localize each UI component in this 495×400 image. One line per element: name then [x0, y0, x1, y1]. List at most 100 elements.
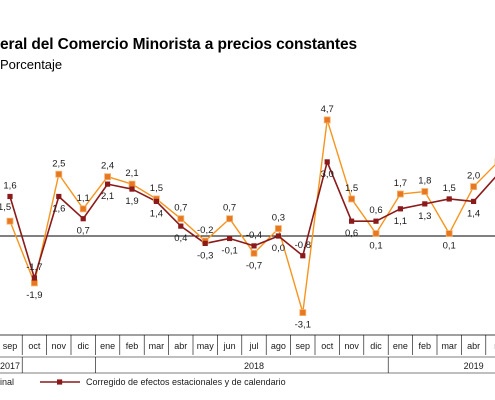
- x-tick-label: ene: [100, 341, 115, 351]
- series-corrected-point: [373, 218, 379, 224]
- series-original-point: [6, 217, 14, 225]
- series-original-point: [421, 188, 429, 195]
- series-corrected-point: [105, 181, 111, 187]
- series-corrected-point: [129, 186, 135, 192]
- series-original-point: [299, 309, 307, 316]
- data-label: 2,5: [52, 158, 65, 169]
- series-corrected-point: [7, 193, 13, 200]
- series-corrected-point: [251, 243, 257, 249]
- x-tick-label: oct: [321, 341, 334, 351]
- data-label: 1,9: [125, 196, 138, 207]
- year-label: 2017: [0, 361, 20, 371]
- data-label: 0,1: [443, 241, 456, 252]
- data-label: 2,1: [125, 168, 138, 179]
- series-corrected-point: [300, 253, 306, 259]
- chart-subtitle: Porcentaje: [0, 57, 63, 72]
- series-original-point: [226, 215, 234, 223]
- x-tick-label: dic: [370, 341, 382, 351]
- data-label: 1,5: [443, 183, 456, 194]
- data-label: 2,0: [467, 171, 480, 182]
- data-label: 1,4: [150, 208, 163, 219]
- data-label: 0,6: [369, 205, 382, 216]
- x-tick-label: feb: [126, 341, 139, 351]
- legend-label: Corregido de efectos estacionales y de c…: [86, 377, 286, 387]
- data-label: 0,7: [223, 203, 236, 214]
- data-label: 3,0: [321, 169, 334, 180]
- data-label: 1,7: [394, 178, 407, 189]
- x-tick-label: mar: [441, 341, 457, 351]
- x-tick-label: feb: [419, 341, 432, 351]
- data-label: -0,8: [295, 240, 311, 251]
- series-original-point: [323, 116, 331, 124]
- x-tick-label: may: [197, 341, 215, 351]
- data-label: -1,9: [26, 290, 42, 301]
- series-original-point: [470, 183, 478, 191]
- data-label: 0,3: [272, 213, 285, 224]
- legend-label: inal: [0, 377, 14, 387]
- series-corrected-point: [227, 235, 233, 242]
- x-tick-label: sep: [296, 341, 311, 351]
- series-original-point: [445, 230, 453, 237]
- series-corrected-point: [324, 159, 330, 165]
- series-corrected-point: [471, 198, 477, 205]
- series-original-point: [348, 195, 356, 203]
- series-original-point: [55, 170, 63, 178]
- series-corrected-point: [80, 216, 86, 222]
- data-label: 0,0: [272, 243, 285, 254]
- data-label: 1,4: [467, 208, 480, 219]
- series-original-point: [177, 215, 185, 223]
- chart-title: eral del Comercio Minorista a precios co…: [0, 36, 357, 53]
- data-label-edge: 1,5: [0, 202, 11, 213]
- series-corrected-point: [446, 196, 452, 202]
- series-corrected-point: [397, 206, 403, 212]
- data-label: -0,7: [246, 260, 262, 271]
- series-corrected-point: [202, 240, 208, 247]
- series-original-point: [372, 230, 380, 237]
- x-tick-label: nov: [344, 341, 359, 351]
- data-label: 1,6: [3, 180, 16, 191]
- x-tick-label: mar: [149, 341, 165, 351]
- data-label: 0,7: [77, 226, 90, 237]
- x-tick-label: dic: [77, 341, 89, 351]
- legend-swatch-marker: [57, 379, 63, 385]
- year-label: 2019: [464, 361, 484, 371]
- series-corrected-point: [422, 201, 428, 207]
- series-corrected-point: [349, 218, 355, 224]
- series-original-point: [79, 205, 87, 213]
- data-label: 1,8: [418, 176, 431, 187]
- series-corrected-point: [56, 193, 62, 200]
- series-corrected-point: [275, 233, 281, 239]
- series-original-point: [274, 225, 282, 232]
- data-label: 1,5: [345, 183, 358, 194]
- x-tick-label: abr: [467, 341, 480, 351]
- x-tick-label: oct: [28, 341, 41, 351]
- data-label: 4,7: [321, 104, 334, 115]
- x-tick-label: ago: [271, 341, 286, 351]
- data-label: 0,7: [174, 203, 187, 214]
- data-label: 1,1: [394, 216, 407, 227]
- series-original-point: [30, 279, 38, 287]
- data-label: -0,3: [197, 250, 213, 261]
- data-label: 2,1: [101, 191, 114, 202]
- x-tick-label: ene: [393, 341, 408, 351]
- data-label: -1,7: [26, 262, 42, 273]
- data-label: 0,4: [174, 233, 187, 244]
- data-label: -0,2: [197, 225, 213, 236]
- series-original-point: [104, 173, 111, 181]
- x-tick-label: nov: [52, 341, 67, 351]
- data-label: 1,5: [150, 183, 163, 194]
- data-label: 2,4: [101, 161, 114, 172]
- year-label: 2018: [244, 361, 264, 371]
- data-label: 0,6: [345, 228, 358, 239]
- data-label: 0,1: [369, 241, 382, 252]
- series-corrected-point: [31, 275, 37, 281]
- data-label: 1,3: [418, 211, 431, 222]
- data-label: 1,6: [52, 203, 65, 214]
- data-label: -0,1: [221, 245, 237, 256]
- data-label: -3,1: [295, 320, 311, 331]
- data-label: 1,1: [77, 193, 90, 204]
- x-tick-label: jul: [248, 341, 258, 351]
- series-original-point: [128, 180, 136, 188]
- series-original-point: [250, 249, 258, 257]
